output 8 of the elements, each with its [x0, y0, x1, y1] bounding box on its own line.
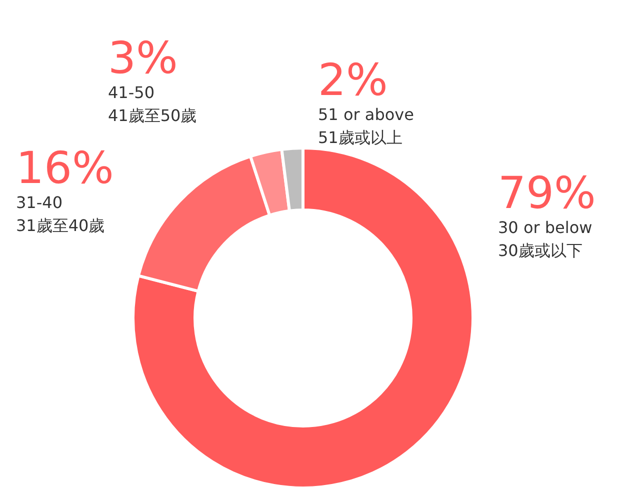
- data-label: 79%: [498, 168, 596, 219]
- slice-label: 31-40 31歲至40歲: [16, 193, 105, 235]
- slice-label: 30 or below 30歲或以下: [498, 218, 592, 260]
- data-label: 2%: [318, 55, 388, 106]
- data-label: 16%: [16, 143, 114, 194]
- data-label: 3%: [108, 33, 178, 84]
- slice-label: 41-50 41歲至50歲: [108, 83, 197, 125]
- slice-label: 51 or above 51歲或以上: [318, 105, 414, 147]
